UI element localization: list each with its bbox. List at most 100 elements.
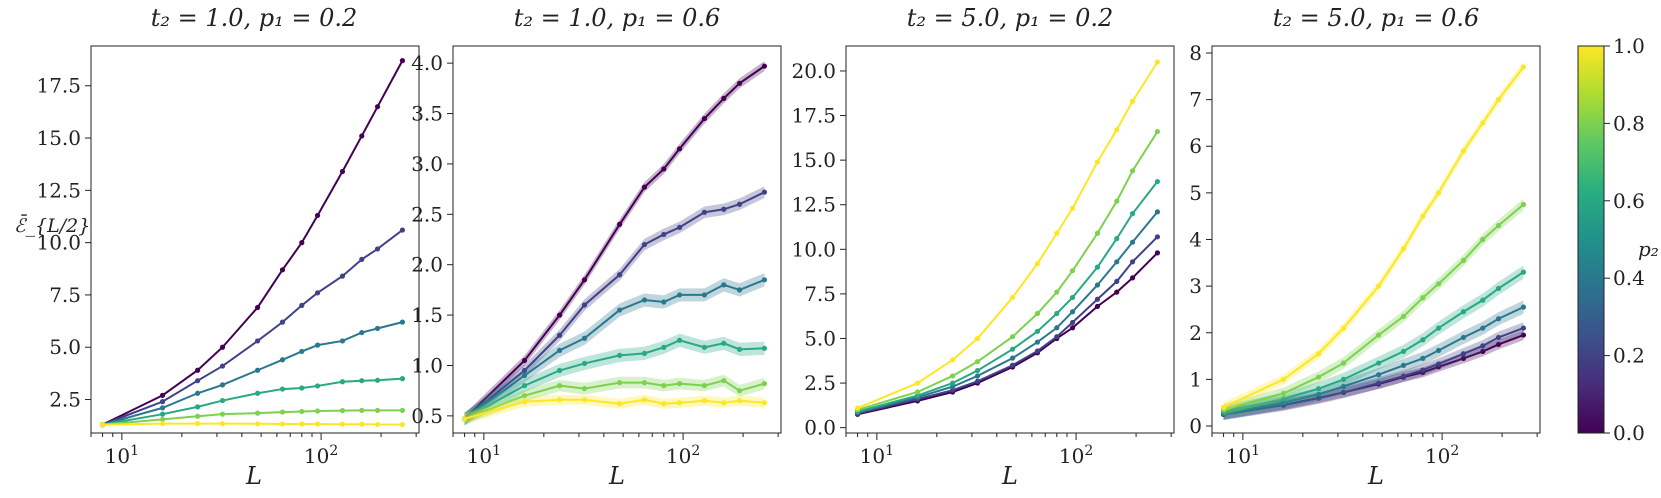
data-point — [1460, 334, 1467, 341]
data-point — [1495, 334, 1502, 341]
data-point — [1054, 289, 1060, 295]
data-point — [314, 383, 321, 389]
series-line — [1223, 306, 1524, 415]
data-point — [701, 383, 708, 389]
y-tick-label: 2.5 — [411, 202, 443, 226]
data-point — [854, 405, 861, 411]
data-point — [1280, 396, 1287, 402]
series-line — [102, 321, 403, 426]
data-point — [279, 421, 286, 427]
data-point — [661, 299, 667, 305]
y-tick-label: 15.0 — [791, 148, 836, 172]
data-point — [557, 367, 563, 374]
data-point — [974, 335, 981, 342]
data-point — [721, 282, 727, 288]
data-point — [1495, 316, 1502, 322]
y-tick-label: 5.0 — [804, 326, 836, 350]
series-line — [857, 61, 1159, 409]
plot-frame — [452, 45, 782, 434]
data-point — [616, 401, 623, 407]
data-point — [1220, 404, 1227, 410]
y-tick-label: 0 — [1189, 414, 1202, 438]
data-point — [1520, 269, 1527, 275]
data-point — [399, 407, 406, 414]
data-point — [195, 367, 201, 373]
x-axis-label: L — [1001, 462, 1018, 490]
y-tick-label: 5.0 — [49, 335, 81, 359]
data-point — [399, 376, 406, 382]
data-point — [521, 393, 528, 399]
series-error-band — [464, 374, 765, 425]
y-tick-label: 10.0 — [36, 231, 81, 255]
data-point — [219, 363, 226, 369]
data-point — [1034, 328, 1041, 334]
data-point — [374, 407, 381, 414]
data-point — [1460, 355, 1467, 361]
series-line — [1223, 271, 1524, 413]
data-point — [761, 381, 768, 387]
x-tick-label: 101 — [467, 443, 501, 468]
data-point — [1009, 294, 1016, 301]
x-axis-label: L — [245, 462, 262, 490]
data-point — [1435, 347, 1442, 354]
data-point — [1460, 309, 1467, 315]
data-point — [641, 380, 648, 386]
data-point — [1520, 332, 1527, 338]
data-point — [521, 399, 528, 405]
data-point — [661, 231, 667, 238]
data-point — [359, 407, 365, 414]
data-point — [1069, 294, 1076, 301]
data-point — [1420, 213, 1426, 219]
colorbar-tick-label: 0.2 — [1613, 344, 1645, 368]
data-point — [1435, 325, 1442, 331]
series-line — [857, 131, 1159, 411]
data-point — [616, 352, 623, 358]
data-point — [374, 246, 381, 252]
data-point — [1009, 362, 1016, 368]
series-line — [857, 211, 1159, 414]
chart-title: t₂ = 5.0, p₁ = 0.6 — [1273, 4, 1480, 32]
data-point — [314, 421, 321, 427]
data-point — [461, 416, 468, 422]
data-point — [1069, 319, 1076, 326]
y-tick-label: 7.5 — [49, 283, 81, 307]
series-line — [1223, 327, 1524, 416]
data-point — [1009, 355, 1016, 361]
data-point — [721, 400, 727, 406]
x-tick-label: 102 — [666, 443, 700, 468]
data-point — [159, 420, 166, 427]
data-point — [1054, 230, 1060, 236]
data-point — [641, 397, 648, 403]
data-point — [676, 224, 683, 231]
data-point — [641, 241, 648, 248]
data-point — [1069, 325, 1076, 331]
data-point — [1460, 148, 1467, 154]
data-point — [1154, 234, 1161, 240]
data-point — [314, 342, 321, 348]
series-line — [464, 379, 765, 420]
data-point — [557, 312, 563, 318]
data-point — [195, 404, 201, 410]
y-tick-label: 17.5 — [791, 104, 836, 128]
data-point — [1340, 360, 1347, 366]
y-tick-label: 3.0 — [411, 152, 443, 176]
data-point — [1480, 120, 1486, 126]
series-line — [102, 60, 404, 426]
data-point — [1495, 341, 1502, 348]
data-point — [914, 392, 921, 399]
chart-panel-4: t₂ = 5.0, p₁ = 0.6 L 101 102 0 1 2 3 4 5 6 7 8 — [1189, 4, 1541, 490]
data-point — [616, 221, 623, 227]
colorbar-gradient — [1577, 45, 1605, 434]
y-tick-label: 1.5 — [411, 303, 443, 327]
data-point — [1129, 211, 1136, 217]
data-point — [521, 367, 528, 374]
data-point — [676, 381, 683, 387]
data-point — [914, 389, 921, 395]
chart-title: t₂ = 1.0, p₁ = 0.2 — [151, 4, 358, 32]
data-point — [974, 373, 981, 379]
data-point — [581, 277, 588, 283]
data-point — [1316, 391, 1322, 397]
data-point — [219, 420, 226, 427]
data-point — [1495, 285, 1502, 292]
data-point — [581, 360, 588, 367]
